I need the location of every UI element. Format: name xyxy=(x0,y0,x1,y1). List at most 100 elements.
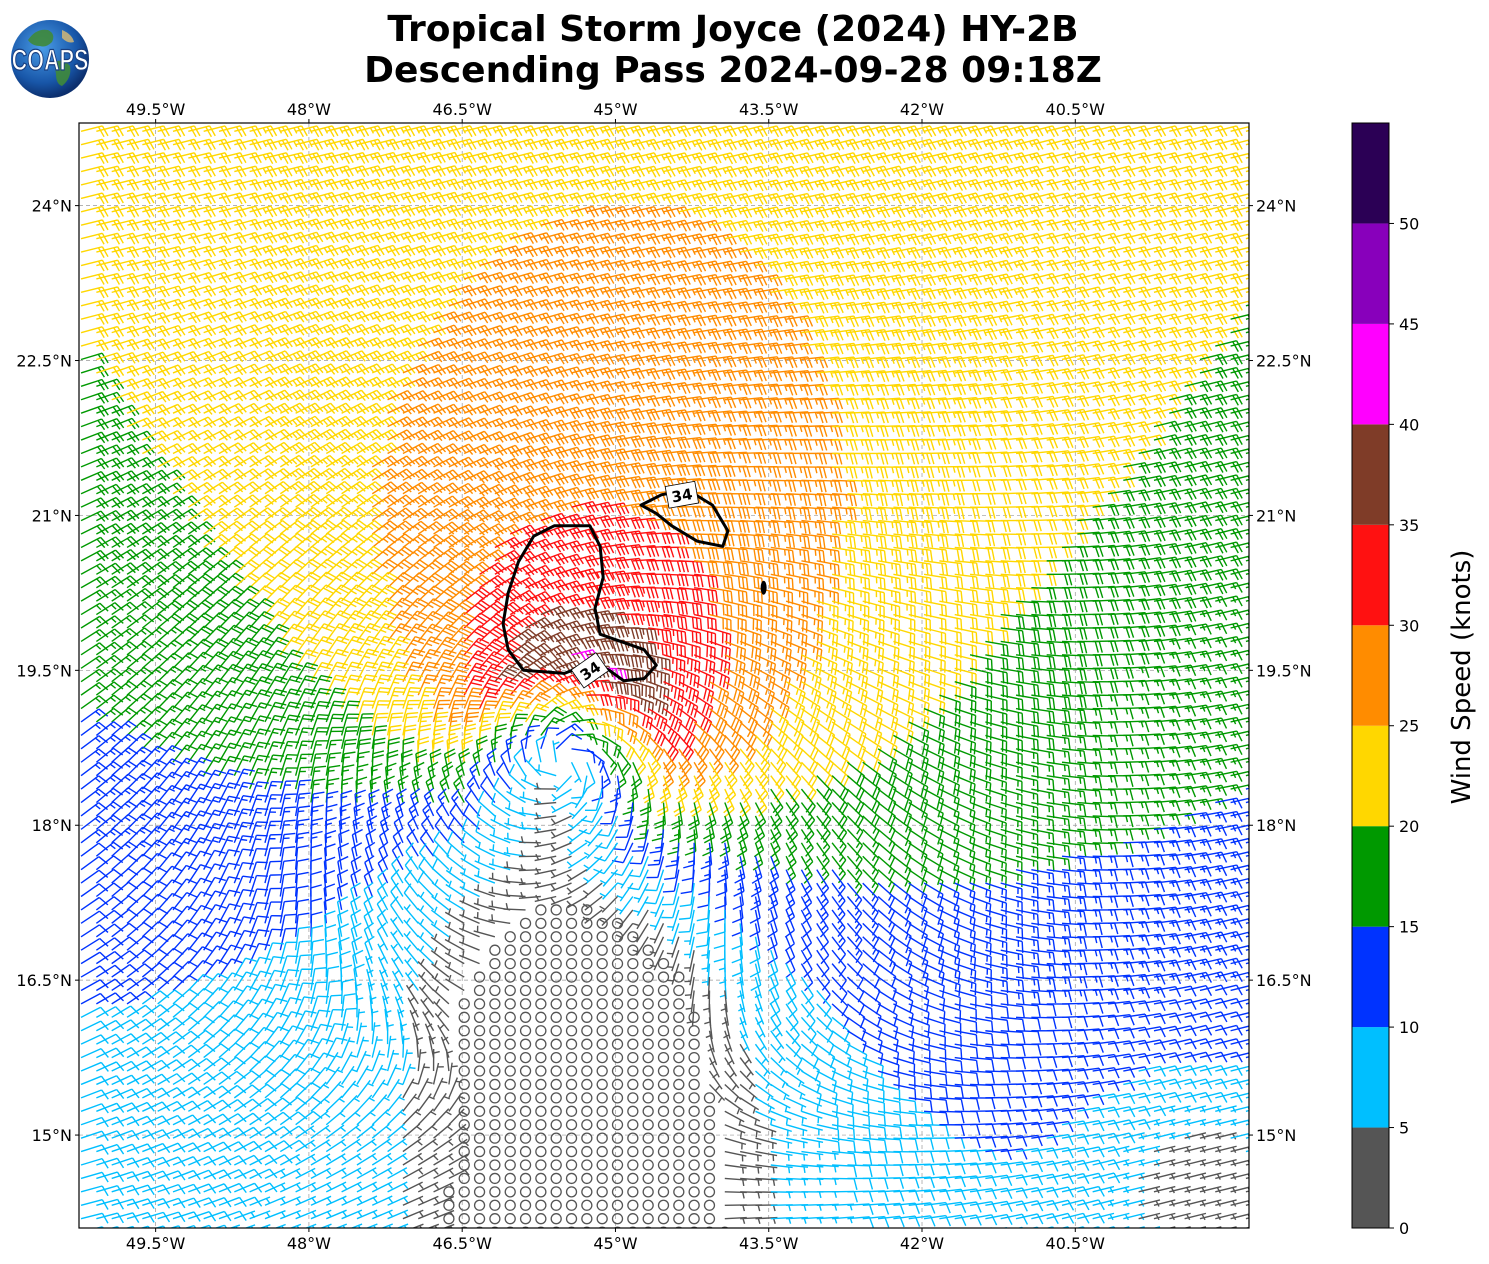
wind-barb xyxy=(647,125,676,138)
wind-barb xyxy=(1145,123,1147,124)
wind-barb xyxy=(647,152,676,165)
wind-barb xyxy=(1153,152,1182,165)
wind-barb xyxy=(785,125,814,138)
wind-barb xyxy=(1215,178,1243,191)
wind-barb xyxy=(280,152,308,165)
wind-barb xyxy=(510,165,538,178)
wind-barb xyxy=(1077,178,1105,191)
wind-barb xyxy=(1184,165,1213,178)
wind-barb xyxy=(869,123,872,124)
wind-barb xyxy=(862,125,891,138)
wind-barb xyxy=(1153,165,1182,178)
wind-barb xyxy=(678,125,707,138)
wind-barb xyxy=(111,125,140,138)
wind-barb xyxy=(586,165,615,178)
wind-barb xyxy=(617,192,646,205)
wind-barb xyxy=(218,178,247,191)
wind-barb xyxy=(479,191,508,204)
wind-barb xyxy=(1092,178,1121,191)
wind-barb xyxy=(1031,138,1059,151)
wind-barb xyxy=(433,165,462,178)
wind-barb xyxy=(854,123,856,124)
wind-barb xyxy=(1153,125,1182,138)
wind-barb xyxy=(157,152,186,165)
wind-barb xyxy=(80,192,109,205)
wind-barb xyxy=(1092,138,1121,151)
wind-barb xyxy=(755,179,783,192)
wind-barb xyxy=(617,138,646,151)
wind-barb xyxy=(126,165,155,178)
wind-barb xyxy=(663,165,691,178)
wind-barb xyxy=(310,165,339,178)
wind-barb xyxy=(326,178,354,191)
wind-barb xyxy=(755,125,783,138)
wind-barb xyxy=(1215,138,1243,151)
wind-barb xyxy=(341,191,370,204)
wind-barb xyxy=(785,165,814,178)
wind-barb xyxy=(510,178,538,191)
wind-barb xyxy=(1231,113,1258,124)
wind-barb xyxy=(1015,152,1044,165)
wind-barb xyxy=(1245,841,1249,844)
wind-barb xyxy=(249,192,278,205)
wind-barb xyxy=(1123,152,1151,165)
wind-barb xyxy=(1245,425,1249,428)
wind-barb xyxy=(1245,787,1249,790)
wind-barb xyxy=(884,123,887,124)
wind-barb xyxy=(1245,908,1249,911)
wind-barb xyxy=(326,138,354,151)
wind-barb xyxy=(954,165,983,178)
wind-barb xyxy=(157,178,186,191)
wind-barb xyxy=(1015,192,1044,205)
wind-barb xyxy=(1245,693,1249,696)
wind-barb xyxy=(831,152,860,165)
wind-barb xyxy=(448,125,477,138)
wind-barb xyxy=(464,178,492,191)
title-line-1: Tropical Storm Joyce (2024) HY-2B xyxy=(387,9,1078,50)
wind-barb xyxy=(1191,123,1193,124)
wind-barb xyxy=(126,125,155,138)
wind-barb xyxy=(1199,178,1228,191)
wind-barb xyxy=(1184,192,1213,205)
wind-barb xyxy=(823,123,826,124)
wind-barb xyxy=(939,165,967,178)
wind-barb xyxy=(1123,138,1151,151)
wind-barb xyxy=(1153,192,1182,205)
wind-barb xyxy=(540,125,569,138)
wind-barb xyxy=(464,125,492,138)
wind-barb xyxy=(693,152,722,165)
wind-barb xyxy=(234,125,262,138)
wind-barb xyxy=(1245,317,1249,320)
wind-barb xyxy=(1138,125,1167,138)
wind-barb xyxy=(1123,165,1151,178)
wind-barb xyxy=(510,138,538,151)
wind-barb xyxy=(586,152,615,165)
wind-barb xyxy=(1245,760,1249,763)
wind-barb xyxy=(862,138,891,151)
wind-barb xyxy=(142,178,170,191)
wind-barb xyxy=(387,138,416,151)
wind-barb xyxy=(877,192,906,205)
wind-barb xyxy=(847,138,875,151)
wind-barb xyxy=(586,138,615,151)
wind-barb xyxy=(280,125,308,138)
wind-barb xyxy=(1046,165,1075,178)
wind-barb xyxy=(172,165,201,178)
wind-barb xyxy=(578,123,580,124)
wind-barb xyxy=(1160,123,1163,124)
wind-barb xyxy=(678,138,707,151)
wind-barb xyxy=(1015,178,1044,191)
wind-barb xyxy=(264,165,293,178)
wind-barb xyxy=(1245,532,1249,535)
wind-barb xyxy=(647,165,676,178)
wind-barb xyxy=(249,178,278,191)
wind-barb xyxy=(1123,178,1151,191)
wind-barb xyxy=(571,138,600,151)
wind-barb xyxy=(877,178,906,191)
wind-barb xyxy=(433,125,462,138)
wind-barb xyxy=(739,192,768,205)
wind-barb xyxy=(157,165,186,178)
wind-barb xyxy=(969,165,998,178)
wind-barb xyxy=(356,151,385,164)
